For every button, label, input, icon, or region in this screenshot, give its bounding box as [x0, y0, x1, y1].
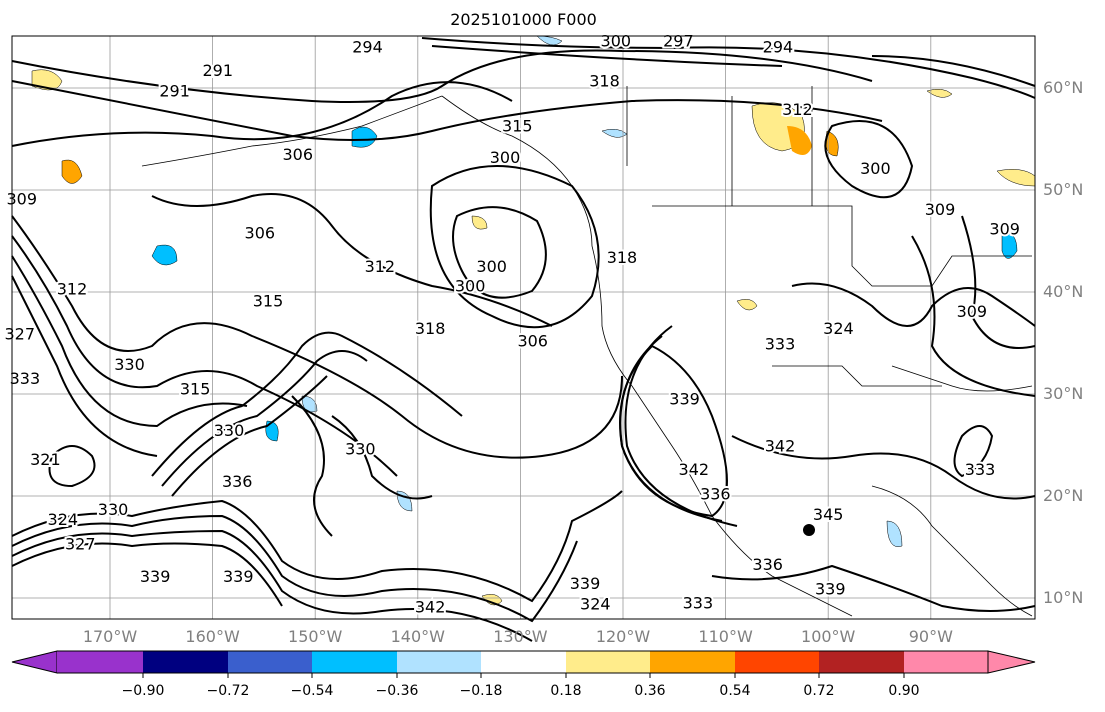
- colorbar-segment: [819, 651, 904, 673]
- contour-label: 312: [782, 100, 813, 119]
- contour-label: 315: [253, 292, 284, 311]
- lat-tick-label: 50°N: [1043, 180, 1084, 199]
- lon-tick-label: 100°W: [801, 627, 856, 646]
- lon-tick-label: 110°W: [698, 627, 753, 646]
- contour-label: 330: [98, 500, 129, 519]
- contour-label: 309: [6, 190, 37, 209]
- colorbar-extend-low: [11, 650, 58, 674]
- colorbar-tick-label: 0.72: [803, 683, 835, 699]
- contour-label: 300: [490, 148, 521, 167]
- colorbar-segment: [228, 651, 312, 673]
- contour-label: 330: [114, 355, 145, 374]
- lon-tick-label: 150°W: [288, 627, 343, 646]
- contour-label: 327: [4, 324, 35, 343]
- contour-label: 312: [57, 279, 88, 298]
- colorbar-tick-label: 0.90: [888, 683, 920, 699]
- contour-label: 300: [601, 32, 632, 51]
- contour-label: 309: [925, 200, 956, 219]
- contour-label: 318: [415, 319, 446, 338]
- contour-label: 300: [455, 276, 486, 295]
- lat-tick-label: 40°N: [1043, 282, 1084, 301]
- colorbar-tick-label: −0.90: [121, 683, 165, 699]
- map-title: 2025101000 F000: [450, 10, 597, 29]
- contour-label: 330: [345, 440, 376, 459]
- contour-label: 330: [214, 421, 245, 440]
- contour-label: 339: [570, 574, 601, 593]
- colorbar-segment: [312, 651, 397, 673]
- colorbar-tick-label: 0.18: [550, 683, 582, 699]
- graticule: [12, 36, 1035, 619]
- lon-tick-label: 170°W: [82, 627, 138, 646]
- shaded-anomalies: [31, 35, 1036, 606]
- lon-tick-label: 140°W: [390, 627, 445, 646]
- colorbar-extend-high: [987, 650, 1036, 674]
- lon-tick-label: 90°W: [908, 627, 953, 646]
- contour-label: 294: [352, 38, 383, 57]
- contour-label: 297: [663, 32, 694, 51]
- contour-label: 324: [48, 510, 79, 529]
- lon-tick-label: 160°W: [185, 627, 240, 646]
- contour-label: 309: [957, 302, 988, 321]
- lat-tick-label: 30°N: [1043, 384, 1084, 403]
- contour-label: 324: [580, 595, 611, 614]
- colorbar-segment: [904, 651, 988, 673]
- colorbar-segment: [481, 651, 566, 673]
- contour-label: 333: [765, 335, 796, 354]
- contour-label: 342: [679, 460, 710, 479]
- contour-label: 306: [517, 331, 548, 350]
- contour-label: 318: [589, 71, 620, 90]
- contour-label: 291: [202, 61, 233, 80]
- contour-label: 318: [607, 248, 638, 267]
- contour-label: 315: [180, 379, 211, 398]
- contour-label: 333: [10, 369, 41, 388]
- contour-lines: [11, 37, 1036, 642]
- lon-tick-label: 120°W: [595, 627, 651, 646]
- contour-label: 339: [223, 567, 254, 586]
- colorbar-tick-label: −0.72: [206, 683, 250, 699]
- colorbar-segment: [650, 651, 735, 673]
- lat-tick-label: 10°N: [1043, 588, 1084, 607]
- contour-label: 339: [140, 567, 171, 586]
- contour-label: 336: [222, 472, 253, 491]
- colorbar-tick-label: −0.18: [459, 683, 503, 699]
- lat-tick-label: 20°N: [1043, 486, 1084, 505]
- contour-label: 342: [765, 437, 796, 456]
- colorbar-tick-label: −0.36: [375, 683, 419, 699]
- colorbar-tick-label: 0.54: [719, 683, 751, 699]
- lon-tick-label: 130°W: [493, 627, 548, 646]
- contour-label: 327: [65, 534, 96, 553]
- colorbar-segment: [397, 651, 481, 673]
- contour-label: 345: [813, 505, 844, 524]
- colorbar-segment: [57, 651, 143, 673]
- contour-label: 339: [669, 390, 700, 409]
- contour-label: 312: [365, 257, 396, 276]
- contour-label: 333: [965, 460, 996, 479]
- contour-label: 336: [700, 484, 731, 503]
- colorbar-segment: [735, 651, 819, 673]
- contour-label: 300: [476, 257, 507, 276]
- contour-label: 294: [763, 38, 794, 57]
- contour-label: 291: [159, 82, 190, 101]
- contour-label: 339: [815, 579, 846, 598]
- colorbar-tick-label: 0.36: [634, 683, 666, 699]
- lat-tick-label: 60°N: [1043, 78, 1084, 97]
- contour-label: 342: [415, 598, 446, 617]
- colorbar: [11, 650, 1036, 678]
- colorbar-segment: [566, 651, 650, 673]
- contour-label: 321: [30, 450, 61, 469]
- colorbar-tick-label: −0.54: [290, 683, 334, 699]
- coastlines: [141, 86, 1033, 617]
- contour-label: 315: [502, 116, 533, 135]
- contour-label: 324: [823, 319, 854, 338]
- colorbar-segment: [143, 651, 228, 673]
- contour-label: 300: [860, 159, 891, 178]
- contour-label: 306: [245, 223, 276, 242]
- contour-label: 333: [683, 594, 714, 613]
- contour-label: 309: [989, 219, 1020, 238]
- contour-label: 306: [282, 145, 313, 164]
- contour-label: 336: [752, 555, 783, 574]
